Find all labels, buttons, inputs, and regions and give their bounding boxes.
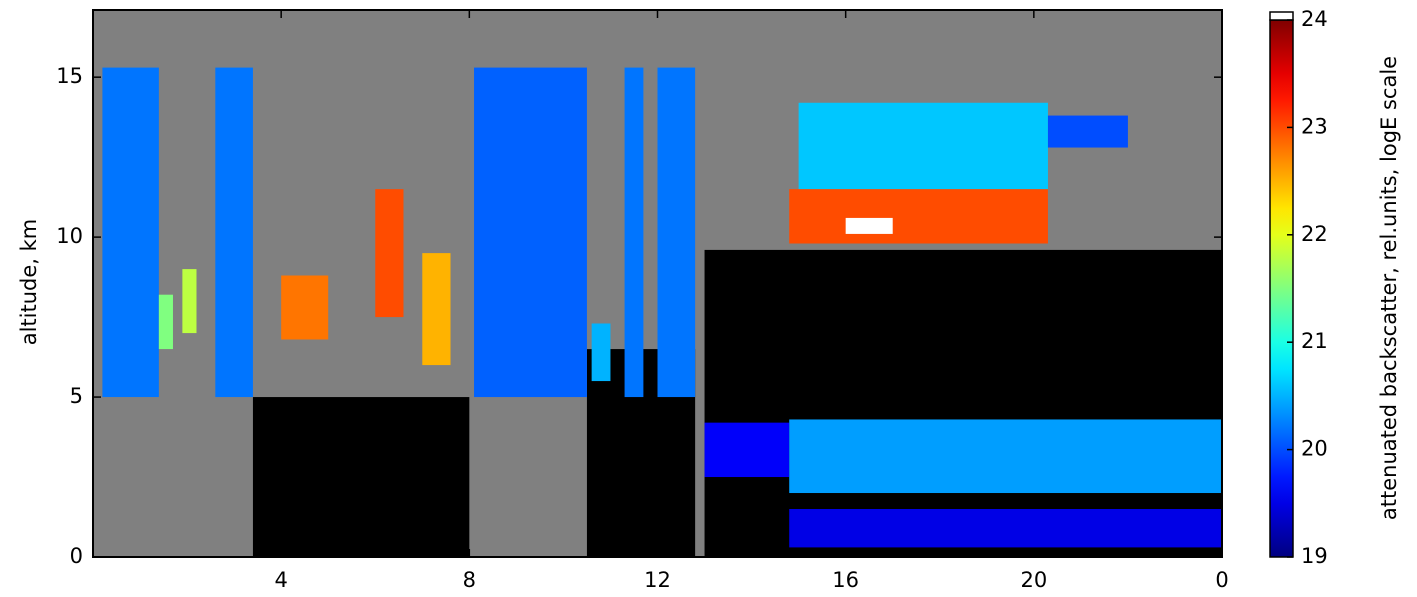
heatmap-region (1047, 115, 1128, 148)
x-tick-label: 16 (832, 568, 859, 592)
colorbar-tick-label: 20 (1301, 437, 1328, 461)
heatmap-region (704, 422, 790, 478)
heatmap-region (789, 509, 1222, 548)
colorbar-tick-label: 21 (1301, 329, 1328, 353)
x-tick-label: 12 (644, 568, 671, 592)
colorbar-tick-label: 22 (1301, 222, 1328, 246)
x-tick-label: 20 (1020, 568, 1047, 592)
heatmap-region (789, 189, 1048, 244)
heatmap-region (845, 217, 893, 234)
heatmap-region (798, 102, 1048, 199)
heatmap-region (657, 67, 696, 398)
colorbar (1269, 19, 1294, 558)
heatmap-region (422, 253, 451, 366)
colorbar-over (1269, 11, 1294, 21)
x-tick-label: 0 (1215, 568, 1228, 592)
heatmap-region (215, 67, 253, 398)
heatmap-region (704, 249, 1222, 557)
y-tick-label: 0 (70, 544, 83, 568)
heatmap-region (789, 419, 1222, 494)
y-axis-label: altitude, km (17, 219, 41, 346)
heatmap-region (281, 275, 329, 340)
heatmap-region (252, 397, 470, 557)
heatmap-region (474, 67, 587, 398)
heatmap-region (158, 294, 173, 350)
x-tick-label: 4 (274, 568, 287, 592)
heatmap-region (624, 67, 644, 398)
colorbar-label: attenuated backscatter, rel.units, logE … (1377, 56, 1401, 520)
heatmap-region (591, 323, 611, 382)
x-tick-label: 8 (463, 568, 476, 592)
colorbar-tick-label: 19 (1301, 544, 1328, 568)
y-tick-label: 10 (56, 224, 83, 248)
y-tick-label: 5 (70, 384, 83, 408)
colorbar-tick-label: 23 (1301, 114, 1328, 138)
colorbar-tick-label: 24 (1301, 7, 1328, 31)
y-tick-label: 15 (56, 64, 83, 88)
heatmap-region (375, 189, 404, 318)
heatmap-region (102, 67, 159, 398)
heatmap-region (182, 269, 197, 334)
